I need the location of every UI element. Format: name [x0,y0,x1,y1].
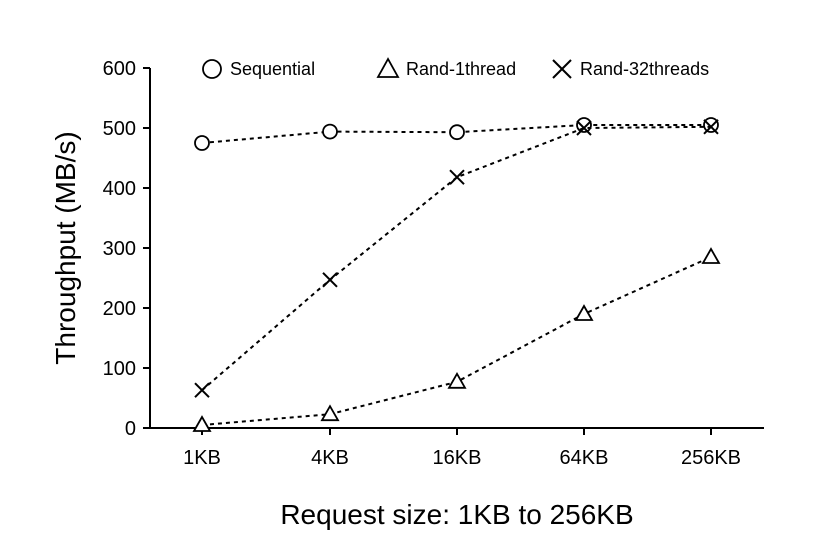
data-point-sequential [322,123,338,140]
y-tick-label: 0 [125,418,136,440]
legend-item-rand-32threads: Rand-32threads [552,59,709,79]
data-point-sequential [194,135,210,151]
y-tick-label: 600 [103,58,136,80]
data-point-rand-32threads [194,382,210,398]
legend-marker [376,57,400,78]
legend-marker [552,59,572,79]
legend-label: Rand-1thread [406,59,516,79]
data-point-rand-1thread [447,371,467,389]
x-tick-label: 4KB [311,447,349,469]
legend-label: Rand-32threads [580,59,709,79]
y-axis-title: Throughput (MB/s) [50,131,81,364]
x-tick-label: 64KB [560,447,609,469]
data-point-rand-1thread [574,304,594,321]
data-point-rand-1thread [701,247,721,264]
x-axis-title: Request size: 1KB to 256KB [280,499,633,530]
series-line-sequential [201,124,711,144]
data-point-rand-32threads [449,169,465,185]
data-point-rand-1thread [192,415,212,432]
y-ticks: 0 100 200 300 400 500 600 [103,58,150,440]
data-point-sequential [449,124,465,141]
series-line-rand-32threads [201,125,712,391]
y-tick-label: 100 [103,358,136,380]
data-point-rand-32threads [576,120,592,136]
x-ticks: 1KB 4KB 16KB 64KB 256KB [183,428,741,469]
legend-marker [202,59,222,79]
series-line-rand-1thread [201,256,712,426]
y-tick-label: 300 [103,238,136,260]
data-point-sequential [703,117,719,133]
legend-item-sequential: Sequential [202,59,315,79]
legend-label: Sequential [230,59,315,79]
data-point-sequential [576,117,592,133]
legend: Sequential Rand-1thread Rand-32threads [202,57,709,79]
y-tick-label: 500 [103,118,136,140]
x-tick-label: 1KB [183,447,221,469]
y-tick-label: 400 [103,178,136,200]
data-point-rand-1thread [320,404,340,422]
legend-item-rand-1thread: Rand-1thread [376,57,516,79]
x-tick-label: 256KB [681,447,741,469]
data-point-rand-32threads [322,272,338,288]
series-sequential [194,117,719,151]
series-rand-1thread [192,247,721,432]
series-layer [192,117,721,432]
y-tick-label: 200 [103,298,136,320]
x-tick-label: 16KB [433,447,482,469]
data-point-rand-32threads [703,119,719,135]
series-rand-32threads [194,119,719,398]
